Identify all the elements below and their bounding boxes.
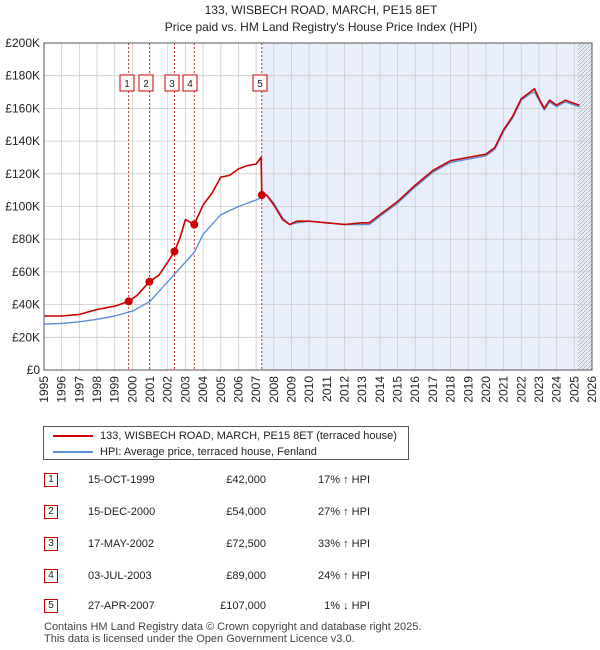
x-tick-label: 2003 — [178, 376, 192, 403]
sale-hpi-change: 1% ↓ HPI — [324, 600, 370, 612]
y-tick-label: £140K — [5, 134, 40, 148]
x-tick-label: 2022 — [514, 376, 528, 403]
sale-row: 5 27-APR-2007 £107,000 1% ↓ HPI — [0, 595, 600, 619]
x-tick-label: 1996 — [55, 376, 69, 403]
y-tick-label: £60K — [12, 265, 40, 279]
y-tick-label: £120K — [5, 167, 40, 181]
sale-price: £107,000 — [220, 600, 266, 612]
sale-row: 3 17-MAY-2002 £72,500 33% ↑ HPI — [0, 533, 600, 557]
x-tick-label: 1999 — [108, 376, 122, 403]
y-tick-label: £200K — [5, 36, 40, 50]
x-tick-label: 2004 — [196, 376, 210, 403]
x-tick-label: 2024 — [550, 376, 564, 403]
legend-property-swatch — [53, 435, 93, 437]
sale-hpi-change: 33% ↑ HPI — [318, 538, 370, 550]
y-tick-label: £100K — [5, 200, 40, 214]
x-tick-label: 2015 — [391, 376, 405, 403]
sale-date: 27-APR-2007 — [88, 600, 155, 612]
legend-hpi-swatch — [53, 451, 93, 453]
sale-marker-box — [182, 74, 198, 92]
x-tick-label: 2007 — [249, 376, 263, 403]
sale-marker-label: 5 — [257, 79, 263, 90]
sale-price: £89,000 — [226, 570, 266, 582]
legend-hpi-label: HPI: Average price, terraced house, Fenl… — [100, 446, 317, 458]
x-tick-label: 2023 — [532, 376, 546, 403]
y-tick-label: £80K — [12, 232, 40, 246]
y-tick-label: £40K — [12, 298, 40, 312]
x-tick-label: 2014 — [373, 376, 387, 403]
sale-row: 1 15-OCT-1999 £42,000 17% ↑ HPI — [0, 469, 600, 493]
x-tick-label: 2021 — [497, 376, 511, 403]
x-tick-label: 2010 — [302, 376, 316, 403]
sale-row: 4 03-JUL-2003 £89,000 24% ↑ HPI — [0, 565, 600, 589]
legend-item-hpi: HPI: Average price, terraced house, Fenl… — [44, 444, 408, 460]
sale-point — [190, 220, 199, 229]
legend-property-label: 133, WISBECH ROAD, MARCH, PE15 8ET (terr… — [100, 430, 397, 442]
x-tick-label: 2000 — [125, 376, 139, 403]
x-tick-label: 2019 — [461, 376, 475, 403]
y-tick-label: £0 — [27, 363, 41, 377]
plot-frame — [43, 42, 593, 371]
sale-date: 03-JUL-2003 — [88, 570, 152, 582]
x-tick-label: 2012 — [338, 376, 352, 403]
x-tick-label: 2013 — [355, 376, 369, 403]
y-tick-label: £20K — [12, 330, 40, 344]
x-tick-label: 2026 — [585, 376, 599, 403]
sale-point — [257, 191, 266, 200]
footer-license: This data is licensed under the Open Gov… — [44, 633, 355, 645]
chart-title: 133, WISBECH ROAD, MARCH, PE15 8ET — [205, 3, 438, 17]
x-tick-label: 2005 — [214, 376, 228, 403]
sale-hpi-change: 17% ↑ HPI — [318, 474, 370, 486]
price-chart: 133, WISBECH ROAD, MARCH, PE15 8ET Price… — [5, 3, 599, 403]
sale-marker-label: 1 — [124, 79, 130, 90]
sale-marker-box — [164, 74, 180, 92]
x-tick-label: 2009 — [284, 376, 298, 403]
x-tick-label: 2006 — [231, 376, 245, 403]
footer-attribution: Contains HM Land Registry data © Crown c… — [44, 621, 421, 645]
sale-number-badge: 3 — [44, 537, 58, 551]
x-tick-label: 2018 — [444, 376, 458, 403]
sale-date: 15-DEC-2000 — [88, 506, 156, 518]
legend-item-property: 133, WISBECH ROAD, MARCH, PE15 8ET (terr… — [44, 428, 408, 444]
x-tick-label: 2016 — [408, 376, 422, 403]
x-tick-label: 2008 — [267, 376, 281, 403]
sale-number-badge: 4 — [44, 569, 58, 583]
y-tick-label: £180K — [5, 69, 40, 83]
chart-subtitle: Price paid vs. HM Land Registry's House … — [165, 20, 477, 34]
x-tick-label: 1997 — [72, 376, 86, 403]
x-tick-label: 2017 — [426, 376, 440, 403]
y-tick-label: £160K — [5, 101, 40, 115]
sale-row: 2 15-DEC-2000 £54,000 27% ↑ HPI — [0, 501, 600, 525]
sale-marker-label: 2 — [143, 79, 149, 90]
sale-number-badge: 1 — [44, 473, 58, 487]
x-tick-label: 1995 — [37, 376, 51, 403]
hpi-line — [43, 91, 580, 325]
x-tick-label: 2025 — [567, 376, 581, 403]
sale-price: £72,500 — [226, 538, 266, 550]
x-tick-label: 2020 — [479, 376, 493, 403]
x-tick-label: 2001 — [143, 376, 157, 403]
x-tick-label: 2002 — [161, 376, 175, 403]
property-price-line — [44, 88, 580, 317]
x-tick-label: 1998 — [90, 376, 104, 403]
sale-point — [124, 297, 133, 306]
sale-hpi-change: 27% ↑ HPI — [318, 506, 370, 518]
chart-legend: 133, WISBECH ROAD, MARCH, PE15 8ET (terr… — [43, 426, 409, 460]
sale-price: £42,000 — [226, 474, 266, 486]
sale-date: 17-MAY-2002 — [88, 538, 155, 550]
sale-hpi-change: 24% ↑ HPI — [318, 570, 370, 582]
sale-number-badge: 2 — [44, 505, 58, 519]
sale-marker-box — [138, 74, 154, 92]
sale-marker-box — [252, 74, 268, 92]
sale-marker-label: 4 — [187, 79, 193, 90]
sale-number-badge: 5 — [44, 599, 58, 613]
x-tick-label: 2011 — [320, 376, 334, 402]
footer-copyright: Contains HM Land Registry data © Crown c… — [44, 621, 422, 633]
sale-marker-label: 3 — [169, 79, 175, 90]
sale-point — [145, 277, 154, 286]
sale-date: 15-OCT-1999 — [88, 474, 155, 486]
sale-marker-box — [119, 74, 135, 92]
sale-point — [170, 247, 179, 256]
sale-price: £54,000 — [226, 506, 266, 518]
